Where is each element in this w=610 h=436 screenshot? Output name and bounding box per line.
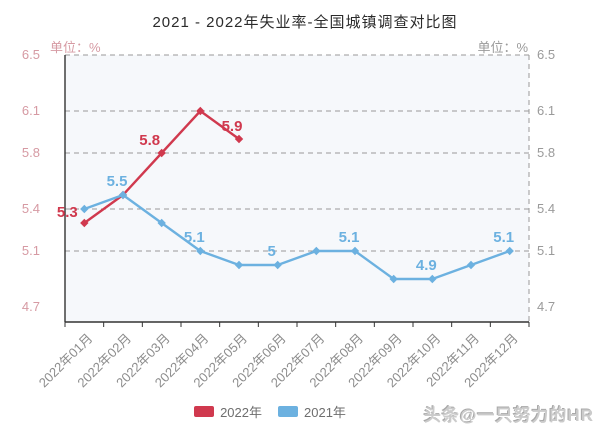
series-line-2021年 <box>83 193 511 281</box>
chart-legend: 2022年 2021年 <box>0 402 540 421</box>
legend-swatch-2021 <box>278 406 298 417</box>
data-point-marker <box>234 134 244 144</box>
chart-title: 2021 - 2022年失业率-全国城镇调查对比图 <box>152 14 458 31</box>
y-axis-label-right: 4.7 <box>537 299 555 314</box>
y-axis-label-left: 5.1 <box>22 243 40 258</box>
y-axis-label-left: 6.1 <box>22 103 40 118</box>
data-point-marker <box>80 204 89 214</box>
unit-label-right: 单位：% <box>477 40 528 55</box>
data-point-marker <box>466 260 476 270</box>
legend-label-2022: 2022年 <box>220 405 262 420</box>
data-point-label: 5.1 <box>493 229 514 246</box>
legend-item-2021[interactable]: 2021年 <box>278 402 346 421</box>
data-point-marker <box>196 246 205 256</box>
data-point-marker <box>350 246 360 256</box>
y-axis-label-right: 5.1 <box>537 243 555 258</box>
data-point-marker <box>428 274 437 284</box>
legend-swatch-2022 <box>194 406 215 417</box>
legend-item-2022[interactable]: 2022年 <box>194 402 262 421</box>
data-point-marker <box>312 246 321 256</box>
y-axis-label-right: 5.4 <box>537 201 555 216</box>
legend-label-2021: 2021年 <box>304 405 346 420</box>
data-point-label: 5.8 <box>139 132 160 149</box>
data-point-marker <box>389 274 398 284</box>
data-point-label: 5.3 <box>57 204 78 221</box>
data-point-marker <box>118 190 128 200</box>
data-point-marker <box>80 218 89 228</box>
data-point-label: 5.1 <box>339 229 360 246</box>
y-axis-label-left: 5.8 <box>22 145 40 160</box>
y-axis-label-left: 4.7 <box>22 299 40 314</box>
data-point-label: 4.9 <box>416 257 437 274</box>
y-axis-label-right: 5.8 <box>537 145 555 160</box>
y-axis-label-right: 6.5 <box>537 47 555 62</box>
watermark: 头条@一只努力的HR <box>423 406 594 425</box>
data-point-marker <box>157 218 166 228</box>
chart-canvas: 6.5 单位：% 单位：% 6.5 6.1 6.1 5.8 5.8 5.4 5.4 5.1 5.… <box>22 40 555 390</box>
plot-area <box>65 55 529 322</box>
y-axis-max-label-left: 6.5 <box>22 47 40 62</box>
data-point-marker <box>273 260 282 270</box>
data-point-marker <box>234 260 244 270</box>
y-axis-label-left: 5.4 <box>22 201 40 216</box>
unit-label-left: 单位：% <box>50 40 101 55</box>
data-point-label: 5.9 <box>222 118 243 135</box>
y-axis-label-right: 6.1 <box>537 103 555 118</box>
data-point-label: 5 <box>267 243 275 260</box>
data-point-marker <box>196 106 205 116</box>
data-point-marker <box>157 148 166 158</box>
data-point-label: 5.1 <box>184 229 205 246</box>
data-point-label: 5.5 <box>107 173 128 190</box>
data-point-marker <box>505 246 514 256</box>
